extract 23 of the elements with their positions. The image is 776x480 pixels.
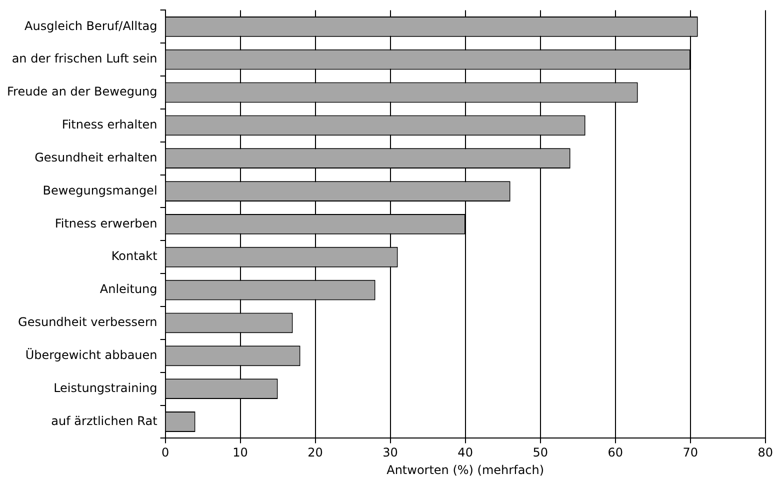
y-tick-label: an der frischen Luft sein [12,52,158,66]
x-tick-label: 30 [382,446,398,460]
x-tick-label: 70 [682,446,698,460]
y-tick-label: Anleitung [100,282,158,296]
y-tick-label: Gesundheit erhalten [34,150,158,164]
y-tick-label: Fitness erhalten [62,118,158,132]
x-tick-label: 50 [532,446,548,460]
y-tick-label: Gesundheit verbessern [18,315,158,330]
y-tick-label: auf ärztlichen Rat [51,414,158,428]
y-tick-label: Freude an der Bewegung [7,84,158,99]
y-tick-label: Fitness erwerben [54,216,158,230]
x-tick-label: 20 [308,446,323,460]
x-tick-label: 10 [232,446,248,460]
y-tick-label: Kontakt [111,249,158,264]
x-tick-label: 40 [458,446,473,460]
y-tick-label: Ausgleich Beruf/Alltag [24,18,158,33]
x-tick-label: 80 [758,446,774,460]
x-axis-title: Antworten (%) (mehrfach) [386,462,544,477]
x-tick-label: 60 [608,446,623,460]
y-tick-label: Leistungstraining [54,380,158,395]
x-tick-label: 0 [161,446,170,460]
y-tick-label: Übergewicht abbauen [25,348,158,362]
y-tick-label: Bewegungsmangel [42,183,158,198]
